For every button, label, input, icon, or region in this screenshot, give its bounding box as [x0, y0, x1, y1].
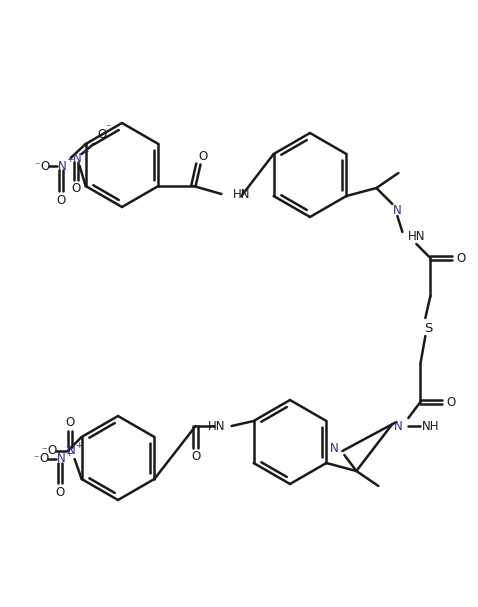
Text: O: O: [71, 183, 80, 195]
Text: N: N: [67, 444, 76, 458]
Text: N: N: [393, 203, 402, 217]
Text: O: O: [65, 416, 74, 429]
Text: N: N: [394, 419, 403, 433]
Text: +: +: [65, 449, 72, 458]
Text: HN: HN: [233, 188, 251, 200]
Text: O: O: [457, 251, 466, 265]
Text: O: O: [55, 486, 64, 498]
Text: +: +: [81, 148, 88, 157]
Text: HN: HN: [408, 229, 426, 243]
Text: N: N: [58, 160, 67, 172]
Text: ⁻: ⁻: [41, 446, 46, 456]
Text: S: S: [424, 322, 433, 334]
Text: O: O: [56, 194, 65, 206]
Text: O: O: [199, 149, 208, 163]
Text: ⁻: ⁻: [33, 454, 38, 464]
Text: +: +: [75, 441, 82, 450]
Text: N: N: [330, 443, 338, 455]
Text: ⁻: ⁻: [105, 123, 110, 133]
Text: +: +: [66, 155, 74, 164]
Text: O: O: [39, 452, 48, 466]
Text: O: O: [97, 129, 106, 141]
Text: O: O: [40, 160, 49, 172]
Text: O: O: [47, 444, 56, 458]
Text: N: N: [57, 452, 66, 466]
Text: ⁻: ⁻: [34, 161, 39, 171]
Text: N: N: [73, 152, 82, 164]
Text: HN: HN: [208, 419, 226, 433]
Text: NH: NH: [423, 419, 440, 433]
Text: O: O: [447, 396, 456, 409]
Text: O: O: [191, 450, 200, 464]
